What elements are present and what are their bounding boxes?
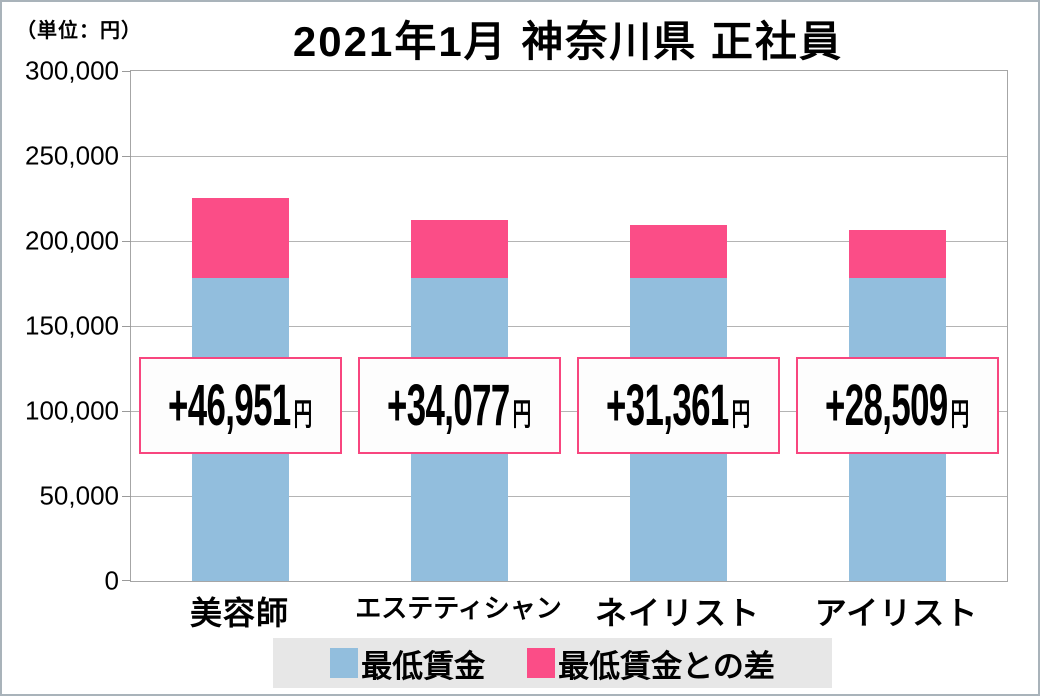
diff-amount-unit: 円 (950, 397, 970, 432)
legend: 最低賃金 最低賃金との差 (273, 638, 832, 688)
legend-swatch-min-wage (330, 648, 359, 678)
diff-amount-unit: 円 (293, 397, 313, 432)
wage-diff-bar-segment (849, 230, 946, 278)
diff-amount-box: +34,077 円 (358, 357, 561, 454)
y-axis-tick-label: 100,000 (25, 395, 119, 426)
wage-diff-bar-segment (411, 220, 508, 278)
y-axis-labels: 300,000 250,000 200,000 150,000 100,000 50,00… (2, 56, 123, 596)
diff-amount-row: +28,509 円 (825, 372, 969, 439)
diff-amount-row: +34,077 円 (387, 372, 531, 439)
diff-amount-value: +31,361 (606, 373, 729, 438)
plot-area: +46,951 円 +34,077 円 +31,361 円 +28,509 円 (122, 70, 1008, 582)
x-axis-category-label: エステティシャン (355, 593, 562, 623)
y-axis-tick (122, 241, 131, 242)
y-axis-tick-label: 250,000 (25, 140, 119, 171)
axis-unit-label: （単位：円） (16, 20, 142, 42)
diff-amount-box: +28,509 円 (796, 357, 999, 454)
y-axis-tick (122, 326, 131, 327)
wage-diff-bar-segment (630, 225, 727, 278)
gridline (131, 326, 1007, 327)
diff-amount-box: +46,951 円 (139, 357, 342, 454)
legend-swatch-wage-diff (527, 648, 556, 678)
y-axis-tick (122, 156, 131, 157)
y-axis-tick-label: 50,000 (39, 480, 119, 511)
x-axis-category-label: ネイリスト (594, 595, 760, 631)
y-axis-tick (122, 580, 131, 581)
diff-amount-value: +34,077 (387, 373, 510, 438)
y-axis-tick-label: 200,000 (25, 225, 119, 256)
y-axis-tick-label: 0 (104, 565, 119, 596)
diff-amount-row: +31,361 円 (606, 372, 750, 439)
legend-label: 最低賃金との差 (558, 648, 775, 684)
y-axis-tick-label: 150,000 (25, 310, 119, 341)
x-axis-category-label: 美容師 (189, 595, 289, 631)
gridline (131, 411, 1007, 412)
legend-label: 最低賃金 (361, 648, 486, 684)
legend-item: 最低賃金との差 (527, 641, 775, 686)
diff-amount-unit: 円 (512, 397, 532, 432)
x-axis-category-label: アイリスト (814, 595, 979, 631)
diff-amount-value: +28,509 (825, 373, 948, 438)
legend-item: 最低賃金 (330, 641, 485, 686)
y-axis-tick (122, 411, 131, 412)
gridline (131, 496, 1007, 497)
gridline (131, 156, 1007, 157)
wage-diff-bar-segment (192, 198, 289, 278)
chart-title: 2021年1月 神奈川県 正社員 (292, 18, 844, 65)
diff-amount-row: +46,951 円 (168, 372, 312, 439)
y-axis-tick (122, 496, 131, 497)
y-axis-tick (122, 71, 131, 72)
diff-amount-unit: 円 (731, 397, 751, 432)
y-axis-tick-label: 300,000 (25, 55, 119, 86)
gridline (131, 241, 1007, 242)
diff-amount-box: +31,361 円 (577, 357, 780, 454)
diff-amount-value: +46,951 (168, 373, 291, 438)
